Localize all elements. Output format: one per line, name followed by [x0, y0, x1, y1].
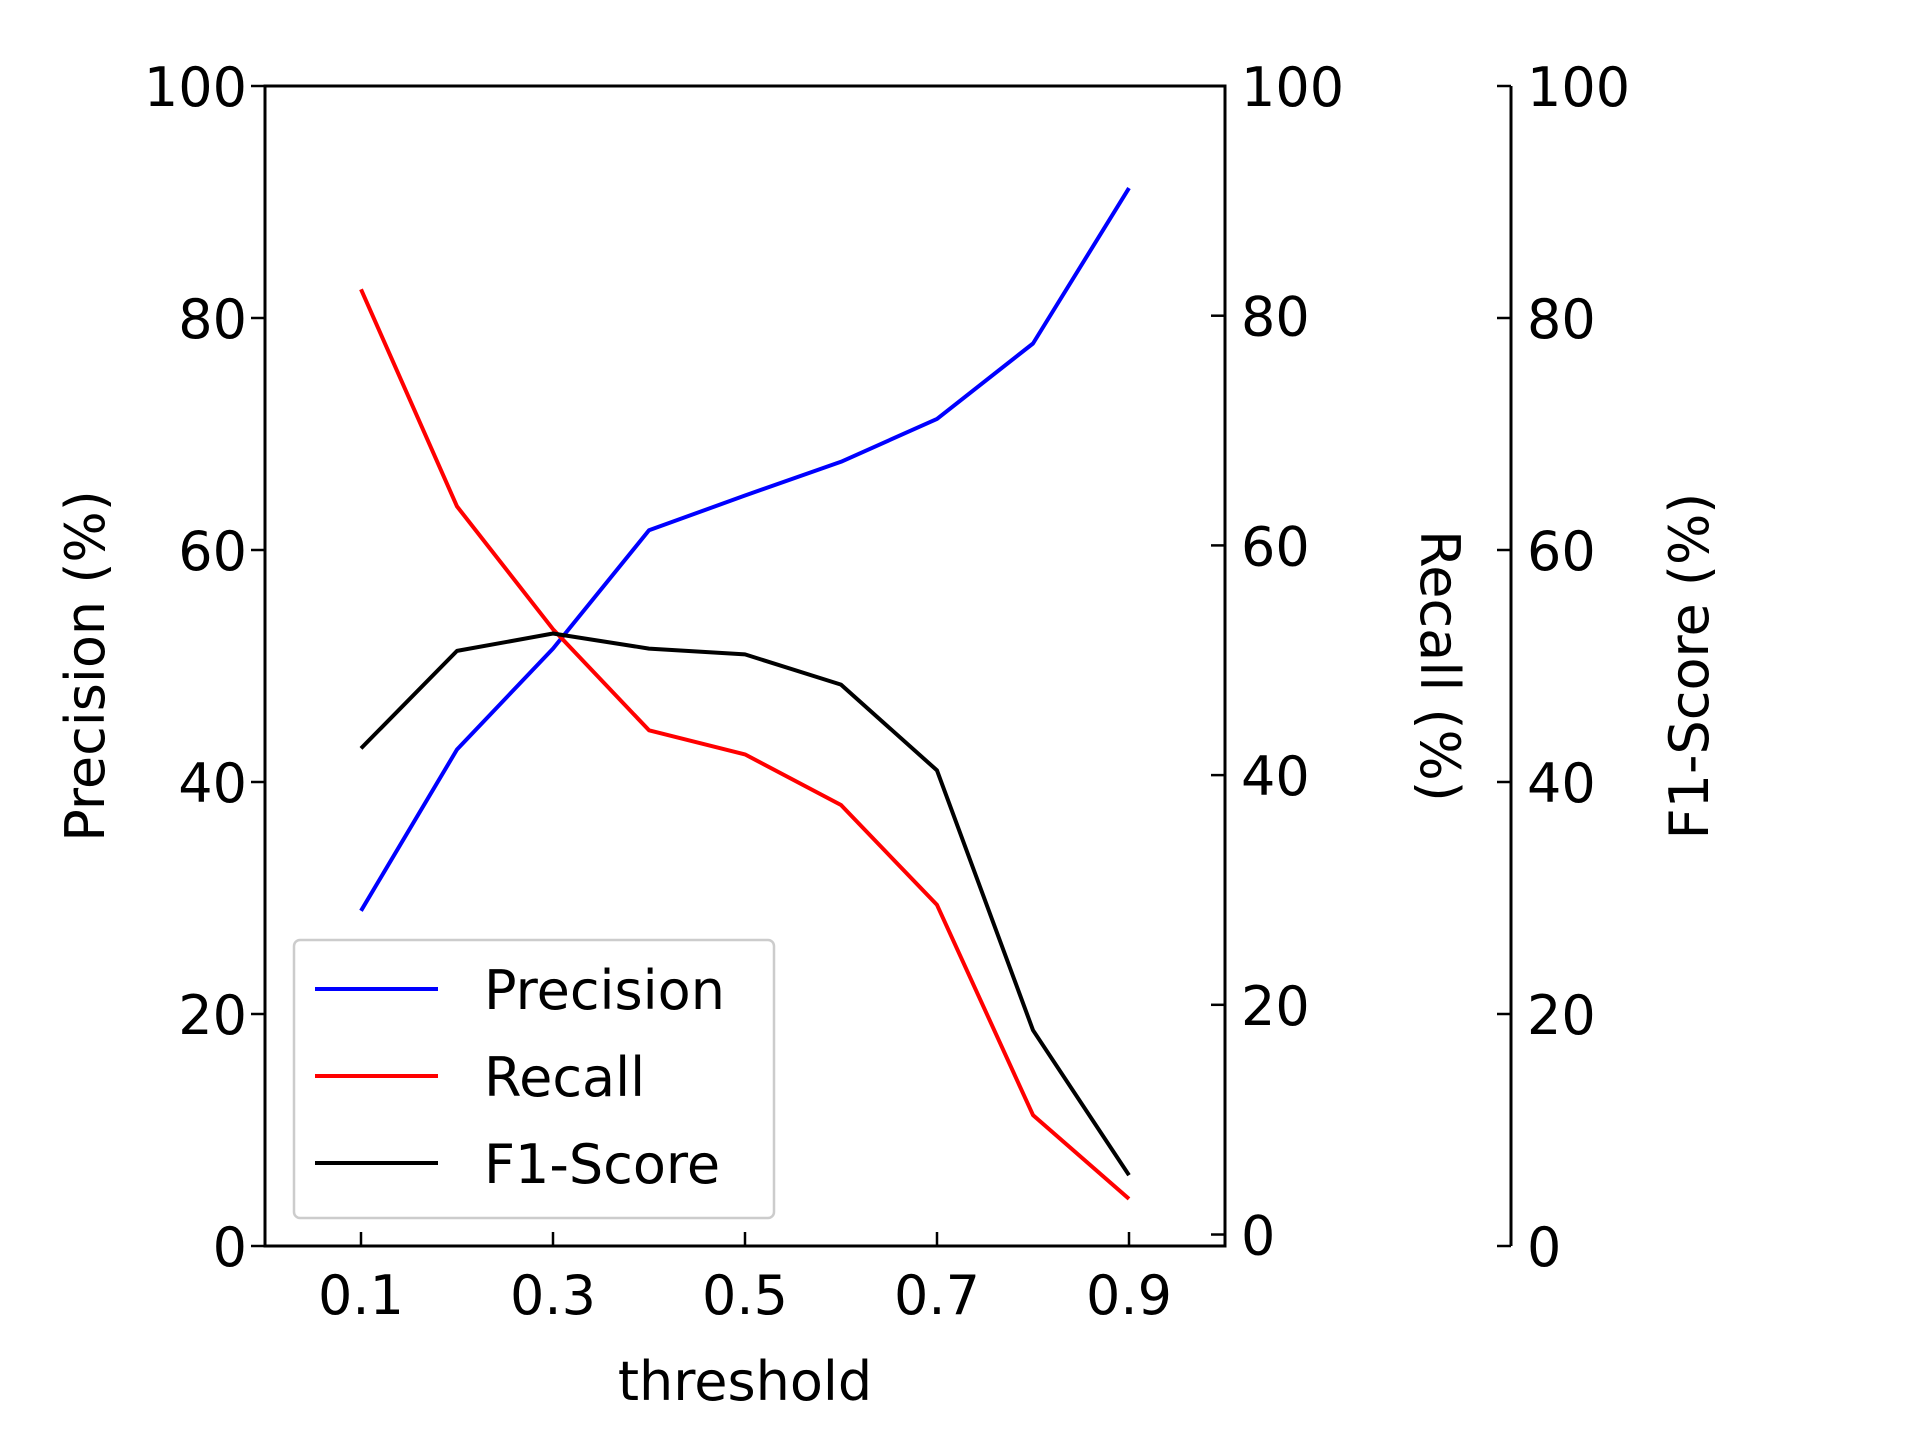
x-tick-label: 0.7	[894, 1264, 980, 1327]
series-line-precision	[359, 187, 1131, 912]
right-y-tick-label: 100	[1241, 56, 1344, 119]
left-y-tick-label: 80	[178, 288, 247, 351]
left-y-tick-label: 60	[178, 520, 247, 583]
right-y-tick-label: 80	[1241, 286, 1310, 349]
right-y-tick-label: 60	[1241, 515, 1310, 578]
f1-y-tick-label: 20	[1527, 984, 1596, 1047]
x-tick-label: 0.9	[1086, 1264, 1172, 1327]
left-y-tick-label: 20	[178, 984, 247, 1047]
left-y-tick-label: 0	[213, 1216, 247, 1279]
x-axis-label: threshold	[618, 1350, 872, 1413]
legend-label: Precision	[484, 959, 725, 1022]
x-tick-label: 0.3	[510, 1264, 596, 1327]
legend-box	[292, 938, 776, 1220]
f1-y-tick-label: 0	[1527, 1216, 1561, 1279]
x-tick-label: 0.5	[702, 1264, 788, 1327]
x-tick-label: 0.1	[318, 1264, 404, 1327]
series-line-recall	[359, 288, 1131, 1201]
legend-label: Recall	[484, 1046, 645, 1109]
left-y-tick-label: 40	[178, 752, 247, 815]
f1-y-tick-label: 100	[1527, 56, 1630, 119]
legend: Precision Recall F1-Score	[292, 938, 776, 1220]
recall-y-axis-label: Recall (%)	[1408, 530, 1471, 802]
right-y-tick-label: 20	[1241, 975, 1310, 1038]
left-y-axis-label: Precision (%)	[54, 490, 117, 842]
f1-y-axis-label: F1-Score (%)	[1658, 493, 1721, 840]
left-y-tick-label: 100	[144, 56, 247, 119]
f1-y-tick-label: 60	[1527, 520, 1596, 583]
series-layer	[359, 187, 1131, 1201]
f1-y-tick-label: 40	[1527, 752, 1596, 815]
right-y-tick-label: 40	[1241, 745, 1310, 808]
f1-y-tick-label: 80	[1527, 288, 1596, 351]
axes-layer: 0.1 0.3 0.5 0.7 0.9 threshold 0 20 40 60 80 100 Prec…	[54, 56, 1721, 1413]
right-y-tick-label: 0	[1241, 1205, 1275, 1268]
series-line-f1-score	[359, 631, 1131, 1177]
legend-label: F1-Score	[484, 1133, 720, 1196]
